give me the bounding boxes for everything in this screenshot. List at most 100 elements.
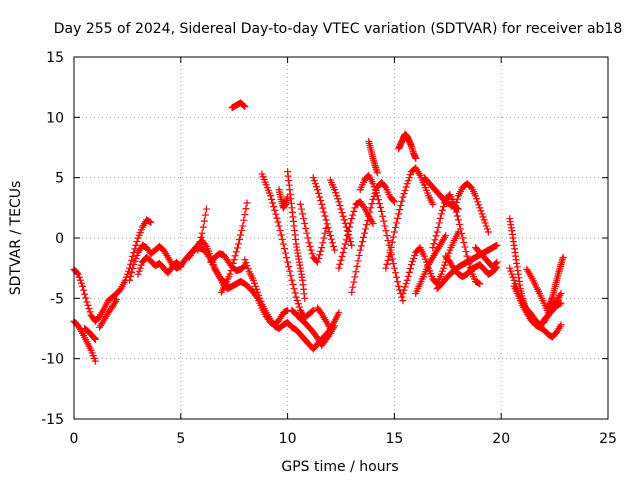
data-point: [389, 197, 397, 205]
data-point: [73, 269, 81, 277]
data-point: [320, 234, 328, 242]
data-series-s40: [540, 299, 565, 324]
data-point: [384, 256, 392, 264]
data-point: [384, 236, 392, 244]
data-point: [279, 240, 287, 248]
data-point: [393, 273, 401, 281]
data-point: [177, 263, 185, 271]
data-point: [506, 264, 514, 272]
data-point: [559, 253, 567, 261]
data-point: [134, 270, 142, 278]
data-point: [336, 201, 344, 209]
data-series-s18: [296, 200, 330, 266]
data-point: [196, 238, 204, 246]
data-point: [382, 227, 390, 235]
data-point: [320, 208, 328, 216]
data-point: [460, 239, 468, 247]
data-point: [436, 214, 444, 222]
data-point: [404, 272, 412, 280]
data-point: [147, 218, 155, 226]
data-point: [370, 192, 378, 200]
data-series-s11: [228, 99, 249, 112]
data-point: [458, 229, 466, 237]
data-point: [315, 189, 323, 197]
data-point: [420, 252, 428, 260]
data-point: [82, 294, 90, 302]
data-point: [340, 244, 348, 252]
data-point: [231, 252, 239, 260]
data-point: [135, 267, 143, 275]
data-point: [226, 270, 234, 278]
data-point: [335, 198, 343, 206]
data-point: [389, 260, 397, 268]
data-point: [131, 258, 139, 266]
data-point: [432, 232, 440, 240]
data-point: [238, 226, 246, 234]
grid-lines: [74, 57, 608, 419]
data-point: [366, 208, 374, 216]
data-point: [296, 200, 304, 208]
data-point: [79, 282, 87, 290]
data-point: [429, 244, 437, 252]
data-point: [363, 221, 371, 229]
data-point: [493, 241, 501, 249]
data-point: [321, 212, 329, 220]
data-series-s4: [81, 325, 99, 343]
data-point: [133, 238, 141, 246]
data-point: [462, 248, 470, 256]
data-point: [290, 285, 298, 293]
data-point: [431, 236, 439, 244]
data-point: [270, 203, 278, 211]
data-point: [255, 291, 263, 299]
data-point: [271, 206, 279, 214]
data-point: [295, 303, 303, 311]
data-point: [331, 246, 339, 254]
data-point: [240, 102, 248, 110]
chart-title: Day 255 of 2024, Sidereal Day-to-day VTE…: [54, 21, 623, 37]
data-point: [473, 195, 481, 203]
data-point: [332, 189, 340, 197]
data-point: [286, 267, 294, 275]
data-point: [405, 174, 413, 182]
data-point: [288, 276, 296, 284]
data-point: [84, 301, 92, 309]
data-point: [283, 307, 291, 315]
data-point: [409, 258, 417, 266]
data-point: [382, 264, 390, 272]
data-point: [453, 195, 461, 203]
data-point: [328, 239, 336, 247]
data-point: [372, 189, 380, 197]
data-point: [339, 212, 347, 220]
data-point: [403, 276, 411, 284]
data-point: [402, 183, 410, 191]
data-point: [557, 290, 565, 298]
data-series-s23: [356, 171, 407, 305]
data-point: [407, 261, 415, 269]
data-point: [344, 227, 352, 235]
data-point: [393, 219, 401, 227]
data-point: [341, 220, 349, 228]
data-point: [303, 229, 311, 237]
data-point: [330, 242, 338, 250]
data-point: [507, 267, 515, 275]
data-point: [314, 258, 322, 266]
data-point: [478, 210, 486, 218]
data-point: [243, 199, 251, 207]
plot-frame: [73, 56, 609, 420]
data-point: [379, 212, 387, 220]
data-point: [302, 224, 310, 232]
data-point: [341, 240, 349, 248]
data-point: [195, 242, 203, 250]
data-point: [438, 206, 446, 214]
data-point: [358, 238, 366, 246]
data-point: [242, 259, 250, 267]
data-point: [254, 288, 262, 296]
data-point: [459, 234, 467, 242]
data-point: [396, 206, 404, 214]
data-point: [333, 192, 341, 200]
data-point: [390, 264, 398, 272]
data-point: [482, 222, 490, 230]
data-point: [312, 183, 320, 191]
data-point: [450, 205, 458, 213]
data-series-s14: [288, 306, 339, 349]
